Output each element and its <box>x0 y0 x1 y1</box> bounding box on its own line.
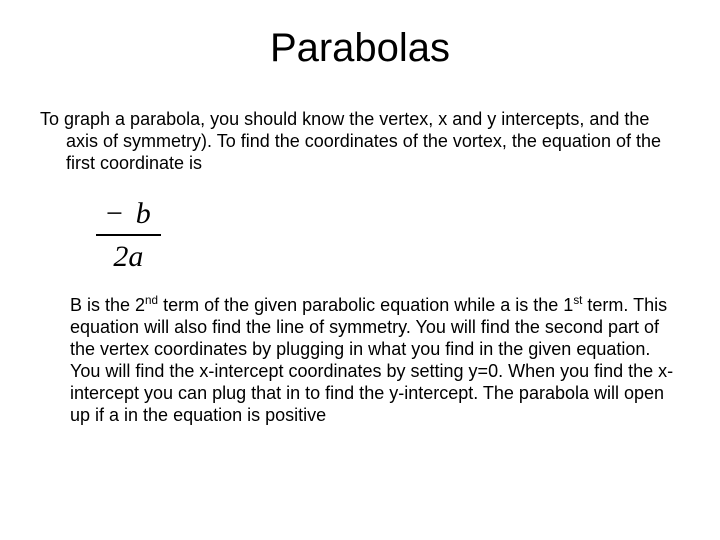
fraction-numerator: − b <box>96 197 161 232</box>
paragraph-explain: B is the 2nd term of the given parabolic… <box>40 295 680 427</box>
fraction-denominator: 2a <box>96 238 161 273</box>
slide: Parabolas To graph a parabola, you shoul… <box>0 0 720 540</box>
paragraph-intro: To graph a parabola, you should know the… <box>40 109 680 175</box>
ordinal-suffix: nd <box>145 294 158 307</box>
text-run: term of the given parabolic equation whi… <box>158 295 573 315</box>
fraction-line <box>96 234 161 236</box>
fraction: − b 2a <box>96 197 161 273</box>
formula-block: − b 2a <box>96 197 680 273</box>
slide-title: Parabolas <box>40 26 680 71</box>
text-run: B is the 2 <box>70 295 145 315</box>
